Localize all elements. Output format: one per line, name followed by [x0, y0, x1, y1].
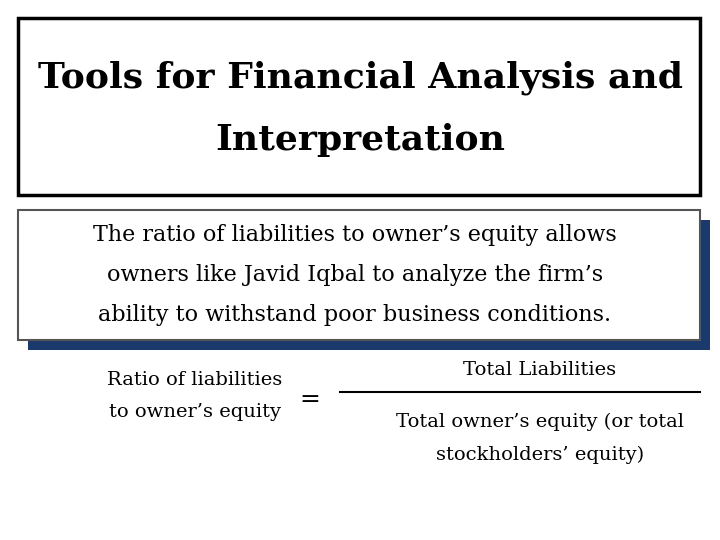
Text: Interpretation: Interpretation	[215, 123, 505, 157]
Text: Total owner’s equity (or total: Total owner’s equity (or total	[396, 413, 684, 431]
Bar	[18, 18, 700, 195]
Text: ability to withstand poor business conditions.: ability to withstand poor business condi…	[99, 304, 611, 326]
Text: stockholders’ equity): stockholders’ equity)	[436, 446, 644, 464]
Text: Total Liabilities: Total Liabilities	[464, 361, 616, 379]
Text: Ratio of liabilities: Ratio of liabilities	[107, 371, 283, 389]
Text: Tools for Financial Analysis and: Tools for Financial Analysis and	[37, 60, 683, 95]
Bar	[28, 220, 710, 350]
Text: =: =	[300, 388, 320, 411]
Bar	[18, 210, 700, 340]
Text: owners like Javid Iqbal to analyze the firm’s: owners like Javid Iqbal to analyze the f…	[107, 264, 603, 286]
Text: to owner’s equity: to owner’s equity	[109, 403, 281, 421]
Text: The ratio of liabilities to owner’s equity allows: The ratio of liabilities to owner’s equi…	[93, 224, 617, 246]
